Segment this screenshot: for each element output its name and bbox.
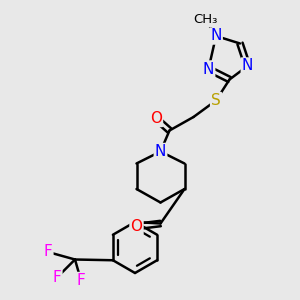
Text: N: N <box>203 61 214 76</box>
Text: CH₃: CH₃ <box>193 13 218 26</box>
Text: F: F <box>52 270 62 285</box>
Text: N: N <box>155 144 166 159</box>
Text: N: N <box>210 28 222 44</box>
Text: O: O <box>130 219 142 234</box>
Text: O: O <box>150 111 162 126</box>
Text: S: S <box>211 93 221 108</box>
Text: F: F <box>44 244 52 260</box>
Text: F: F <box>76 273 85 288</box>
Text: N: N <box>242 58 253 74</box>
